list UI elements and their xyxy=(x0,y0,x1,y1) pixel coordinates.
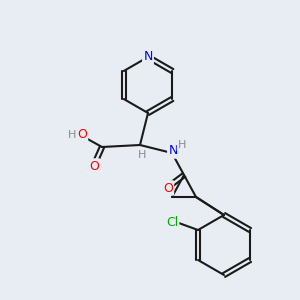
Text: H: H xyxy=(68,130,76,140)
Text: O: O xyxy=(77,128,87,142)
Text: Cl: Cl xyxy=(166,215,178,229)
Text: H: H xyxy=(138,150,146,160)
Text: N: N xyxy=(143,50,153,64)
Text: H: H xyxy=(178,140,186,150)
Text: O: O xyxy=(89,160,99,172)
Text: N: N xyxy=(168,145,178,158)
Text: O: O xyxy=(163,182,173,194)
